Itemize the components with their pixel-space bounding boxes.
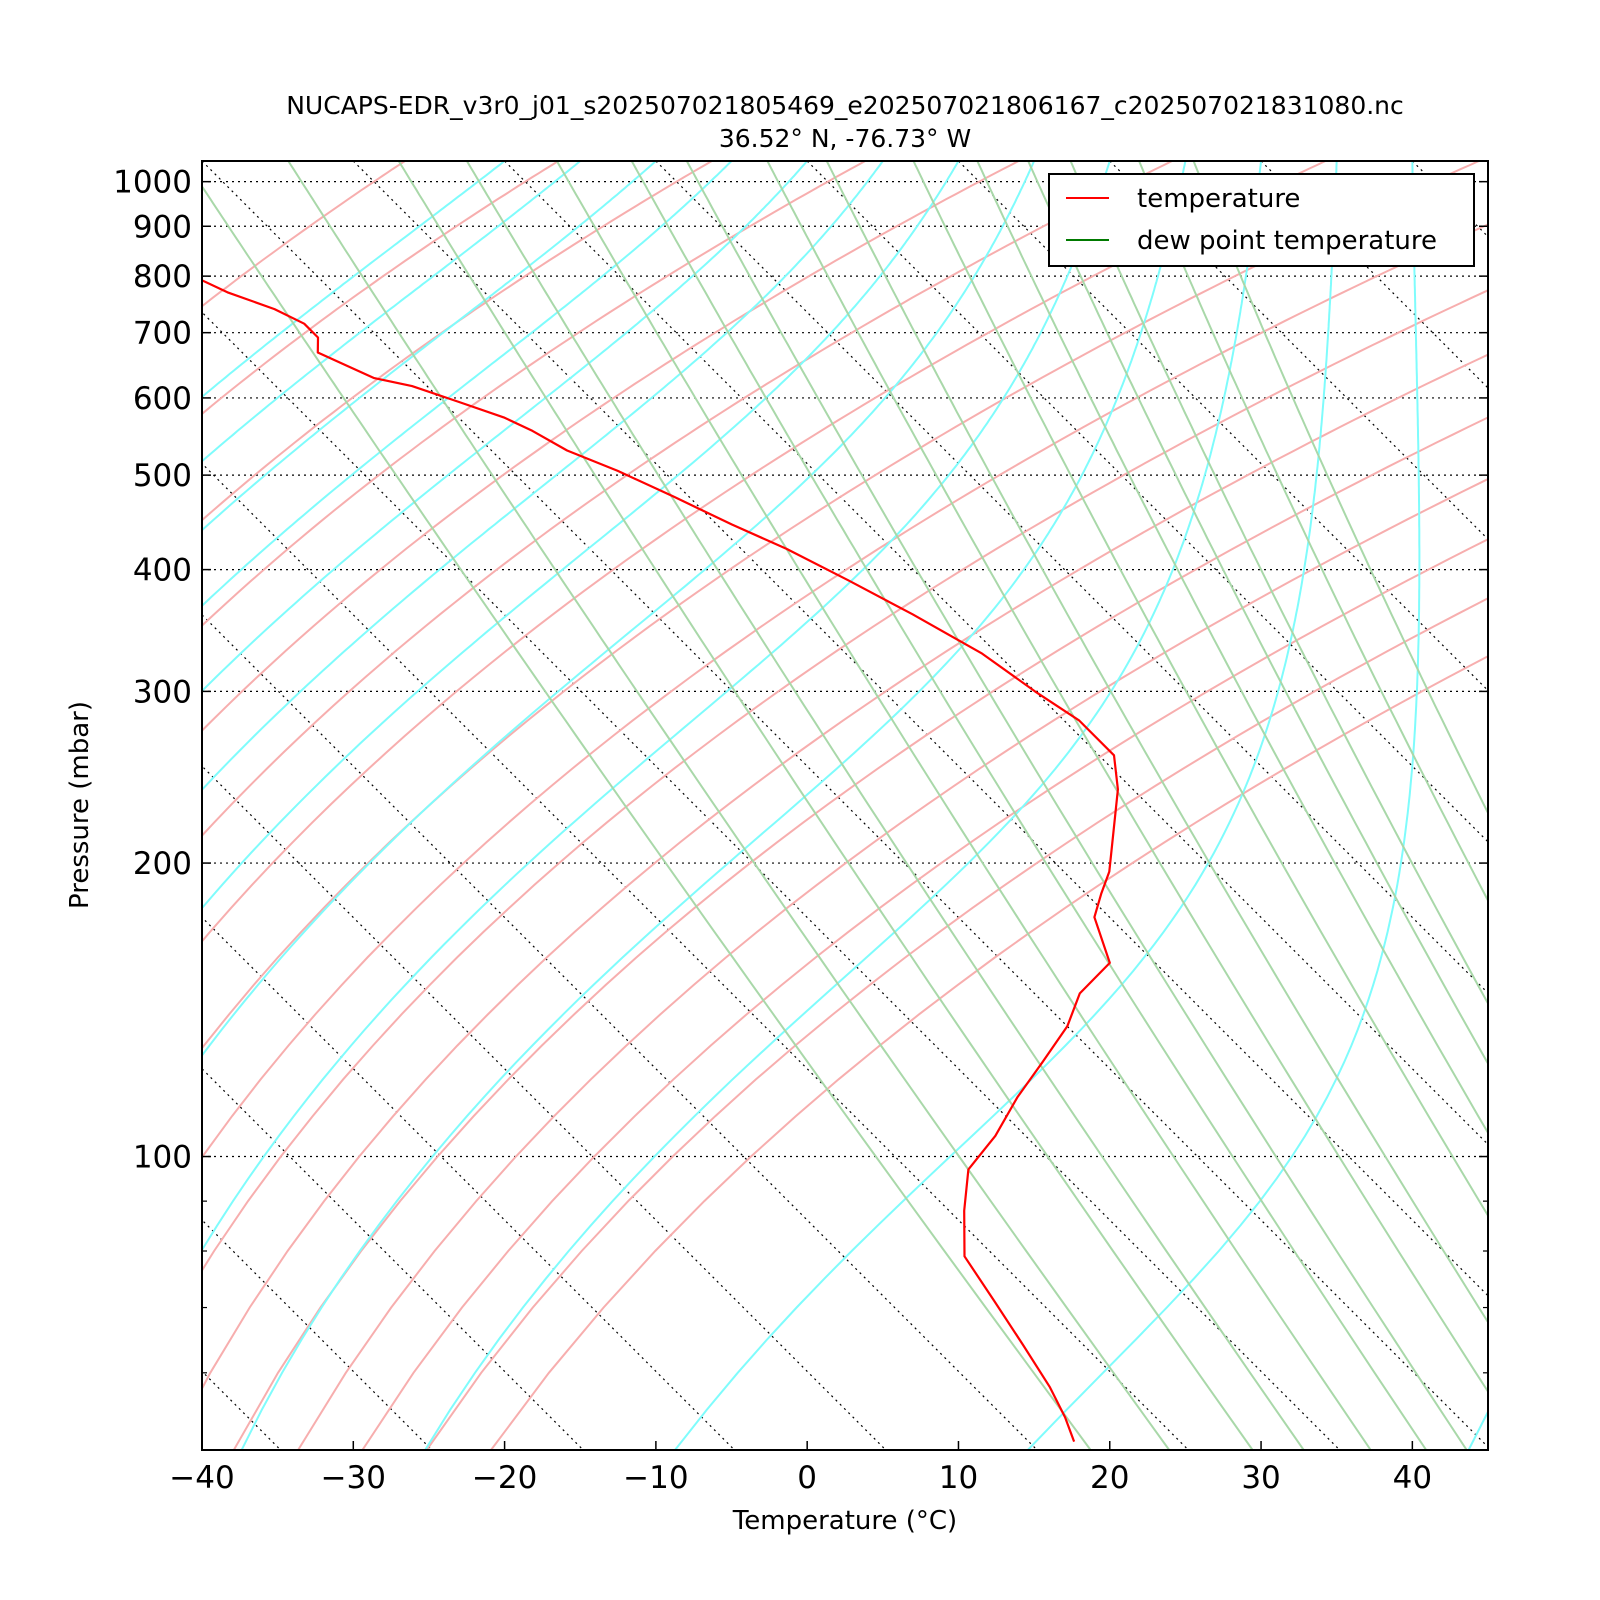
mixing-ratio-line [976,161,1488,1135]
sounding-profiles [202,279,1119,1442]
x-tick-label: 30 [1241,1460,1280,1496]
isotherm-gridline [352,161,1488,1297]
x-axis-label: Temperature (°C) [732,1506,957,1536]
mixing-ratio-line [1138,161,1488,903]
temperature-axis: −40 −30 −20 −10 0 10 20 30 40 [169,1441,1432,1496]
mixing-ratio-line [397,161,1254,1450]
x-tick-label: −20 [472,1460,537,1496]
moist-adiabat-line [240,161,1187,1450]
mixing-ratio-line [202,184,1092,1450]
dry-adiabats [202,161,1488,1450]
moist-adiabat-line [202,161,1111,1252]
moist-adiabat-line [202,161,884,792]
dry-adiabat-line [202,161,1480,1050]
moist-adiabat-line [1564,161,1600,1495]
dry-adiabat-line [202,161,1173,838]
y-tick-label: 300 [133,674,192,710]
moist-adiabat-line [202,161,1036,1058]
moist-adiabat-line [202,161,808,693]
dry-adiabat-line [202,289,1488,1273]
x-tick-label: 10 [939,1460,978,1496]
mixing-ratio-line [287,161,1171,1450]
mixing-ratio-lines [202,161,1488,1450]
moist-adiabat-line [1467,161,1488,1450]
y-tick-label: 200 [133,846,192,882]
moist-adiabat-line [1026,161,1421,1450]
mixing-ratio-line [1192,161,1488,816]
mixing-ratio-line [766,161,1488,1394]
dry-adiabat-line [490,655,1488,1450]
isotherm-gridline [202,916,735,1450]
dry-adiabat-line [202,161,713,522]
y-tick-label: 800 [133,259,192,295]
isotherm-grid [202,161,1488,1450]
moist-adiabat-line [202,161,506,399]
moist-adiabat-line [202,161,581,463]
y-tick-label: 900 [133,209,192,245]
dry-adiabat-line [202,223,1488,1160]
y-axis-label: Pressure (mbar) [65,701,95,909]
dry-adiabat-line [202,161,866,627]
isotherm-gridline [202,311,1341,1450]
chart-subtitle: 36.52° N, -76.73° W [719,124,971,153]
mixing-ratio-line [912,161,1488,1218]
temperature-line [202,279,1119,1442]
y-tick-label: 500 [133,458,192,494]
mixing-ratio-line [466,161,1305,1450]
moist-adiabats [202,161,1600,1495]
dry-adiabat-line [297,477,1488,1450]
mixing-ratio-line [685,161,1468,1450]
isotherm-gridline [202,765,887,1450]
isotherm-gridline [202,161,1488,1448]
x-tick-label: −10 [623,1460,688,1496]
isotherm-gridline [202,1067,584,1450]
plot-frame [201,160,1489,1451]
pressure-axis: 100 200 300 400 500 600 700 800 900 1000 [113,165,1488,1451]
x-tick-label: 40 [1393,1460,1432,1496]
dry-adiabat-line [425,597,1488,1450]
x-tick-label: 0 [797,1460,817,1496]
dry-adiabat-line [232,416,1488,1450]
legend-box [1048,173,1475,267]
mixing-ratio-line [825,161,1488,1324]
dry-adiabat-line [202,161,406,308]
x-tick-label: 20 [1090,1460,1129,1496]
isotherm-gridline [655,161,1488,994]
isotherm-gridline [1411,161,1488,238]
legend-label-temperature: temperature [1137,184,1300,214]
dry-adiabat-line [361,538,1488,1450]
x-tick-label: −30 [321,1460,386,1496]
isotherm-gridline [202,462,1189,1450]
isotherm-gridline [1260,161,1488,389]
chart-title: NUCAPS-EDR_v3r0_j01_s202507021805469_e20… [286,91,1404,120]
dry-adiabat-line [202,353,1488,1391]
isotherm-gridline [958,161,1488,692]
background-lines [202,161,1600,1495]
y-tick-label: 100 [133,1140,192,1176]
y-tick-label: 1000 [113,165,192,201]
moist-adiabat-line [202,161,657,532]
y-tick-label: 600 [133,381,192,417]
y-tick-label: 400 [133,553,192,589]
dry-adiabat-line [202,161,1020,733]
legend-label-dewpoint: dew point temperature [1137,226,1437,256]
y-tick-label: 700 [133,316,192,352]
mixing-ratio-line [630,161,1428,1450]
mixing-ratio-line [1027,161,1488,1066]
moist-adiabat-line [202,161,733,608]
isotherm-gridline [202,614,1038,1450]
isotherm-gridline [202,1219,433,1450]
moist-adiabat-line [202,161,960,910]
chart-legend: temperature dew point temperature [1048,173,1475,267]
x-tick-label: −40 [169,1460,234,1496]
mixing-ratio-line [555,161,1372,1450]
mixing-ratio-line [1069,161,1488,1006]
